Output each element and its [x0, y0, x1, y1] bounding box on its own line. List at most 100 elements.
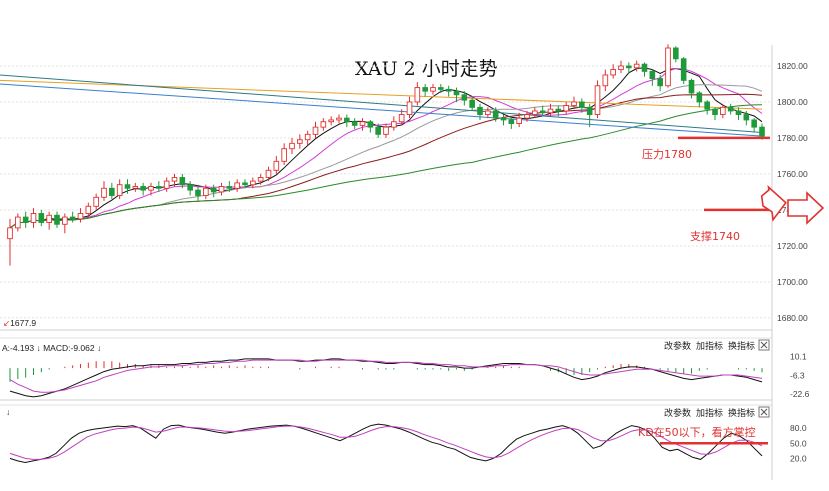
candle-body [720, 106, 726, 116]
panel-menu-item[interactable]: 改参数 [664, 340, 691, 352]
candle-body [163, 180, 170, 189]
candle-body [77, 213, 84, 220]
candle [602, 69, 609, 92]
candle-body [445, 88, 452, 92]
kd-k-line [9, 423, 763, 464]
candle [22, 211, 29, 228]
candle [610, 64, 616, 79]
candle [375, 123, 381, 138]
kd-axis-ticks: 80.0 50.0 20.0 [790, 423, 807, 463]
candle-body [430, 87, 436, 92]
candle-body [320, 121, 327, 128]
candle-body [187, 184, 193, 191]
candle-body [485, 110, 491, 116]
candle [203, 184, 209, 200]
candle [453, 87, 460, 102]
macd-tick-label: 10.1 [790, 351, 807, 361]
candle-body [265, 169, 272, 178]
candle [304, 130, 311, 146]
candle-body [242, 182, 248, 186]
direction-arrow-icon [787, 191, 825, 225]
candle [242, 179, 248, 189]
candle-body [633, 63, 640, 69]
panel-menu-item[interactable]: 换指标 [728, 340, 755, 352]
long-ma-line [0, 83, 763, 137]
direction-arrow-icon [760, 184, 787, 222]
candle [77, 208, 84, 223]
candle-body [571, 101, 577, 107]
candle [15, 213, 21, 232]
panel-menu-item[interactable]: 改参数 [664, 407, 691, 419]
candle-body [586, 106, 593, 116]
candle-body [727, 106, 734, 112]
low-price-marker: ↙1677.9 [3, 318, 36, 328]
candle [132, 182, 139, 192]
candle-body [124, 184, 131, 189]
candle [7, 218, 13, 266]
candle-body [367, 121, 374, 128]
ma-line-60 [9, 104, 763, 229]
candle [461, 91, 468, 106]
price-tick-label: 1820.00 [777, 61, 808, 71]
chart-title: XAU 2 小时走势 [355, 58, 498, 80]
candle-body [469, 99, 475, 108]
candle-body [657, 78, 663, 87]
price-tick-label: 1780.00 [777, 133, 808, 143]
candle [618, 60, 624, 74]
candle [383, 123, 389, 138]
candle [195, 184, 201, 201]
candle [563, 101, 569, 115]
candle-body [618, 65, 624, 71]
candle-body [116, 184, 123, 196]
candle [422, 83, 428, 97]
candlesticks [7, 44, 765, 266]
panel-menu-item[interactable]: 换指标 [728, 407, 755, 419]
candle-body [594, 85, 601, 116]
candle-body [712, 108, 718, 116]
candle-body [547, 108, 554, 114]
candle-body [140, 186, 146, 191]
kd-down-arrow-icon: ↓ [6, 407, 10, 417]
candle [124, 179, 131, 194]
candle [720, 103, 726, 119]
candle-body [508, 119, 515, 124]
candle [320, 118, 327, 131]
candle-body [539, 110, 546, 114]
price-tick-label: 1800.00 [777, 97, 808, 107]
candle-body [673, 47, 679, 60]
candle [673, 46, 679, 63]
candle-body [626, 65, 632, 69]
candle-body [688, 79, 695, 94]
candle [586, 103, 593, 128]
candle-body [148, 186, 154, 191]
candle-body [453, 90, 460, 96]
candle [109, 182, 115, 200]
candle-body [171, 177, 178, 182]
macd-dif-line [9, 358, 763, 398]
candle [328, 116, 334, 126]
kd-tick-label: 80.0 [790, 423, 807, 433]
candle-body [555, 108, 562, 112]
kd-tick-label: 50.0 [790, 438, 807, 448]
macd-axis-ticks: 10.1 -6.3 -22.6 [790, 351, 810, 399]
candle-body [304, 133, 311, 141]
candle [665, 44, 671, 88]
price-grid [0, 65, 772, 319]
panel-menu-item[interactable]: 加指标 [696, 407, 723, 419]
candle [367, 119, 374, 133]
candle [532, 107, 538, 119]
candle [657, 74, 663, 92]
long-ma-line [0, 79, 763, 110]
candle [398, 109, 405, 126]
candle-body [610, 69, 616, 76]
candle-body [351, 121, 358, 126]
candle [438, 83, 444, 93]
candle-body [680, 58, 687, 81]
panel-menu-item[interactable]: 加指标 [696, 340, 723, 352]
candle-body [203, 187, 209, 196]
candle [265, 166, 272, 182]
candle [555, 105, 562, 117]
candle-body [649, 70, 656, 80]
candle [297, 134, 303, 149]
